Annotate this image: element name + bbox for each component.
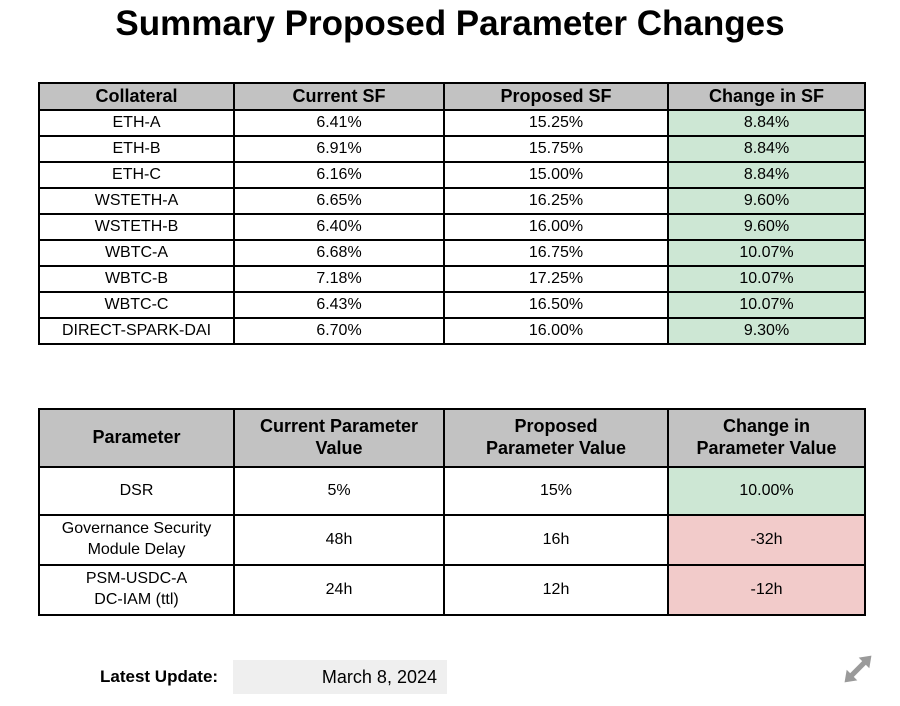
expand-button[interactable]: [834, 646, 882, 694]
collateral-cell: WSTETH-A: [38, 187, 235, 215]
proposed-sf-cell: 15.00%: [443, 161, 669, 189]
table-row: DIRECT-SPARK-DAI 6.70% 16.00% 9.30%: [38, 317, 866, 345]
parameter-cell: Governance Security Module Delay: [38, 514, 235, 566]
change-value-cell: -32h: [667, 514, 866, 566]
change-sf-cell: 10.07%: [667, 291, 866, 319]
collateral-cell: WBTC-B: [38, 265, 235, 293]
proposed-sf-cell: 15.75%: [443, 135, 669, 163]
sf-header-proposed-sf: Proposed SF: [443, 82, 669, 111]
table-row: Governance Security Module Delay 48h 16h…: [38, 514, 866, 566]
parameter-table: Parameter Current Parameter Value Propos…: [38, 408, 866, 616]
sf-header-collateral: Collateral: [38, 82, 235, 111]
table-row: WSTETH-B 6.40% 16.00% 9.60%: [38, 213, 866, 241]
change-sf-cell: 8.84%: [667, 109, 866, 137]
table-row: ETH-A 6.41% 15.25% 8.84%: [38, 109, 866, 137]
change-sf-cell: 8.84%: [667, 135, 866, 163]
collateral-cell: ETH-B: [38, 135, 235, 163]
proposed-value-cell: 12h: [443, 564, 669, 616]
collateral-cell: ETH-A: [38, 109, 235, 137]
proposed-value-cell: 15%: [443, 466, 669, 516]
param-header-change-value: Change in Parameter Value: [667, 408, 866, 468]
current-sf-cell: 6.40%: [233, 213, 445, 241]
param-header-proposed-value: Proposed Parameter Value: [443, 408, 669, 468]
change-sf-cell: 8.84%: [667, 161, 866, 189]
collateral-cell: WBTC-A: [38, 239, 235, 267]
proposed-sf-cell: 16.75%: [443, 239, 669, 267]
latest-update-row: Latest Update: March 8, 2024: [100, 660, 447, 694]
change-sf-cell: 9.60%: [667, 187, 866, 215]
table-row: DSR 5% 15% 10.00%: [38, 466, 866, 516]
sf-header-change-in-sf: Change in SF: [667, 82, 866, 111]
table-row: ETH-C 6.16% 15.00% 8.84%: [38, 161, 866, 189]
sf-table-header-row: Collateral Current SF Proposed SF Change…: [38, 82, 866, 111]
proposed-sf-cell: 16.00%: [443, 213, 669, 241]
proposed-sf-cell: 15.25%: [443, 109, 669, 137]
change-value-cell: 10.00%: [667, 466, 866, 516]
parameter-cell: PSM-USDC-A DC-IAM (ttl): [38, 564, 235, 616]
table-row: WBTC-A 6.68% 16.75% 10.07%: [38, 239, 866, 267]
latest-update-date: March 8, 2024: [233, 660, 447, 694]
expand-diagonal-arrows-icon: [835, 655, 881, 695]
table-row: WBTC-B 7.18% 17.25% 10.07%: [38, 265, 866, 293]
current-sf-cell: 6.68%: [233, 239, 445, 267]
current-value-cell: 24h: [233, 564, 445, 616]
table-row: PSM-USDC-A DC-IAM (ttl) 24h 12h -12h: [38, 564, 866, 616]
table-row: WBTC-C 6.43% 16.50% 10.07%: [38, 291, 866, 319]
parameter-cell: DSR: [38, 466, 235, 516]
current-sf-cell: 6.91%: [233, 135, 445, 163]
latest-update-label: Latest Update:: [100, 667, 219, 686]
param-header-current-value: Current Parameter Value: [233, 408, 445, 468]
proposed-sf-cell: 16.50%: [443, 291, 669, 319]
table-row: WSTETH-A 6.65% 16.25% 9.60%: [38, 187, 866, 215]
current-sf-cell: 6.65%: [233, 187, 445, 215]
current-value-cell: 5%: [233, 466, 445, 516]
current-sf-cell: 6.43%: [233, 291, 445, 319]
change-sf-cell: 9.30%: [667, 317, 866, 345]
parameter-table-header-row: Parameter Current Parameter Value Propos…: [38, 408, 866, 468]
collateral-cell: ETH-C: [38, 161, 235, 189]
proposed-sf-cell: 16.25%: [443, 187, 669, 215]
proposed-sf-cell: 16.00%: [443, 317, 669, 345]
sf-header-current-sf: Current SF: [233, 82, 445, 111]
change-sf-cell: 10.07%: [667, 265, 866, 293]
proposed-sf-cell: 17.25%: [443, 265, 669, 293]
param-header-parameter: Parameter: [38, 408, 235, 468]
change-value-cell: -12h: [667, 564, 866, 616]
current-sf-cell: 6.41%: [233, 109, 445, 137]
page-title: Summary Proposed Parameter Changes: [115, 4, 785, 43]
proposed-value-cell: 16h: [443, 514, 669, 566]
change-sf-cell: 10.07%: [667, 239, 866, 267]
current-sf-cell: 7.18%: [233, 265, 445, 293]
current-value-cell: 48h: [233, 514, 445, 566]
collateral-cell: WSTETH-B: [38, 213, 235, 241]
table-row: ETH-B 6.91% 15.75% 8.84%: [38, 135, 866, 163]
collateral-cell: DIRECT-SPARK-DAI: [38, 317, 235, 345]
current-sf-cell: 6.70%: [233, 317, 445, 345]
change-sf-cell: 9.60%: [667, 213, 866, 241]
stability-fee-table: Collateral Current SF Proposed SF Change…: [38, 82, 866, 345]
collateral-cell: WBTC-C: [38, 291, 235, 319]
current-sf-cell: 6.16%: [233, 161, 445, 189]
